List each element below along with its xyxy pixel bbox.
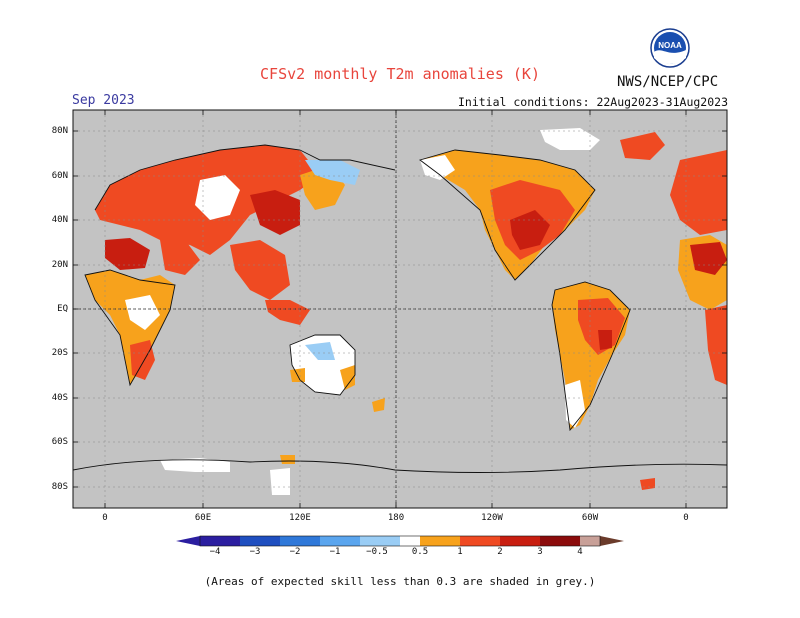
colorbar-label: −1 (329, 547, 341, 557)
lon-label-0: 0 (102, 513, 108, 523)
lat-label-80n: 80N (51, 126, 68, 136)
colorbar-bin (400, 536, 420, 546)
lon-label-60e: 60E (194, 513, 212, 523)
colorbar-bin (500, 536, 540, 546)
colorbar-right-arrow (600, 536, 624, 546)
axis-ticks (73, 110, 727, 508)
colorbar-bin (200, 536, 240, 546)
lat-label-60n: 60N (51, 171, 68, 181)
noaa-logo: NOAA (650, 28, 690, 68)
colorbar-label: 0.5 (411, 547, 429, 557)
colorbar-bin (420, 536, 460, 546)
lon-label-60w: 60W (581, 513, 599, 523)
initial-conditions: Initial conditions: 22Aug2023-31Aug2023 (457, 95, 728, 109)
colorbar-label: 1 (457, 547, 463, 557)
colorbar-bin (540, 536, 580, 546)
colorbar-bin (240, 536, 280, 546)
forecast-month: Sep 2023 (72, 93, 135, 108)
lon-label-120w: 120W (481, 513, 503, 523)
lat-label-20s: 20S (51, 348, 68, 358)
colorbar-label: 2 (497, 547, 503, 557)
lon-label-120e: 120E (289, 513, 311, 523)
lat-label-40s: 40S (51, 393, 68, 403)
southeast-asia-anomalies (265, 300, 310, 325)
graticule (73, 110, 727, 508)
colorbar-bin (280, 536, 320, 546)
colorbar-label: 3 (537, 547, 543, 557)
colorbar-bin (580, 536, 600, 546)
colorbar (176, 535, 624, 547)
lon-label-180: 180 (387, 513, 405, 523)
colorbar-bin (360, 536, 400, 546)
lat-label-80s: 80S (51, 482, 68, 492)
colorbar-label: −2 (289, 547, 301, 557)
lat-label-eq: EQ (57, 304, 68, 314)
skill-footnote: (Areas of expected skill less than 0.3 a… (204, 575, 596, 588)
colorbar-label: −0.5 (366, 547, 388, 557)
colorbar-bin (320, 536, 360, 546)
colorbar-bin (460, 536, 500, 546)
europe-africa-repeat-anomalies (670, 150, 727, 385)
lat-label-20n: 20N (51, 260, 68, 270)
colorbar-label: −4 (209, 547, 221, 557)
lat-label-60s: 60S (51, 437, 68, 447)
chart-title: CFSv2 monthly T2m anomalies (K) (260, 65, 540, 83)
lon-label-0-right: 0 (683, 513, 689, 523)
africa-anomalies (85, 270, 175, 385)
lat-label-40n: 40N (51, 215, 68, 225)
australia-anomalies (290, 335, 385, 412)
noaa-logo-text: NOAA (658, 41, 682, 50)
colorbar-left-arrow (176, 536, 200, 546)
agency-label: NWS/NCEP/CPC (617, 74, 719, 90)
north-america-anomalies (420, 128, 665, 280)
colorbar-label: 4 (577, 547, 583, 557)
colorbar-label: −3 (249, 547, 261, 557)
coastlines (73, 144, 727, 473)
